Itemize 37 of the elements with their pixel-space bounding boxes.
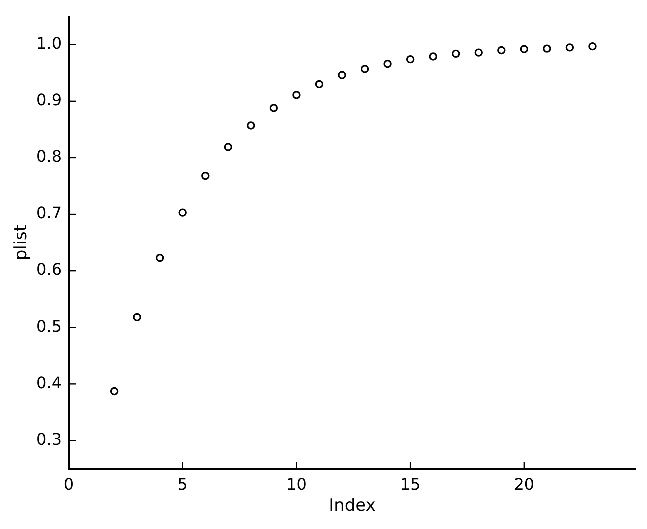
x-tick-label: 5 bbox=[178, 474, 188, 494]
point bbox=[406, 55, 415, 64]
point bbox=[452, 50, 460, 58]
point bbox=[315, 80, 324, 89]
y-tick-label: 0.9 bbox=[36, 90, 62, 110]
point bbox=[360, 65, 370, 74]
point bbox=[224, 143, 232, 152]
point bbox=[384, 60, 392, 68]
y-axis-title: plist bbox=[12, 224, 32, 261]
x-axis-title: Index bbox=[329, 496, 376, 516]
point bbox=[520, 45, 529, 54]
point bbox=[270, 104, 278, 112]
point bbox=[498, 46, 506, 55]
point bbox=[156, 254, 164, 262]
x-tick-label: 20 bbox=[514, 474, 535, 494]
y-tick-label: 0.5 bbox=[36, 316, 62, 336]
point bbox=[202, 172, 210, 180]
y-tick-label: 0.3 bbox=[36, 430, 62, 449]
y-tick-label: 0.8 bbox=[36, 147, 62, 166]
point bbox=[247, 122, 256, 130]
point bbox=[566, 44, 574, 52]
y-tick-label: 0.7 bbox=[36, 204, 62, 223]
point bbox=[588, 42, 597, 51]
point bbox=[292, 91, 301, 100]
point bbox=[474, 48, 483, 57]
y-tick-label: 0.4 bbox=[36, 373, 62, 392]
point bbox=[429, 52, 438, 61]
x-tick-label: 10 bbox=[286, 474, 307, 494]
x-tick-label: 15 bbox=[400, 474, 421, 494]
point bbox=[543, 44, 552, 53]
point bbox=[178, 208, 187, 217]
y-tick-label: 1.0 bbox=[36, 34, 62, 54]
point bbox=[133, 313, 142, 322]
point bbox=[338, 71, 346, 80]
point bbox=[110, 387, 119, 396]
y-tick-label: 0.6 bbox=[36, 260, 62, 280]
x-tick-label: 0 bbox=[64, 474, 74, 494]
